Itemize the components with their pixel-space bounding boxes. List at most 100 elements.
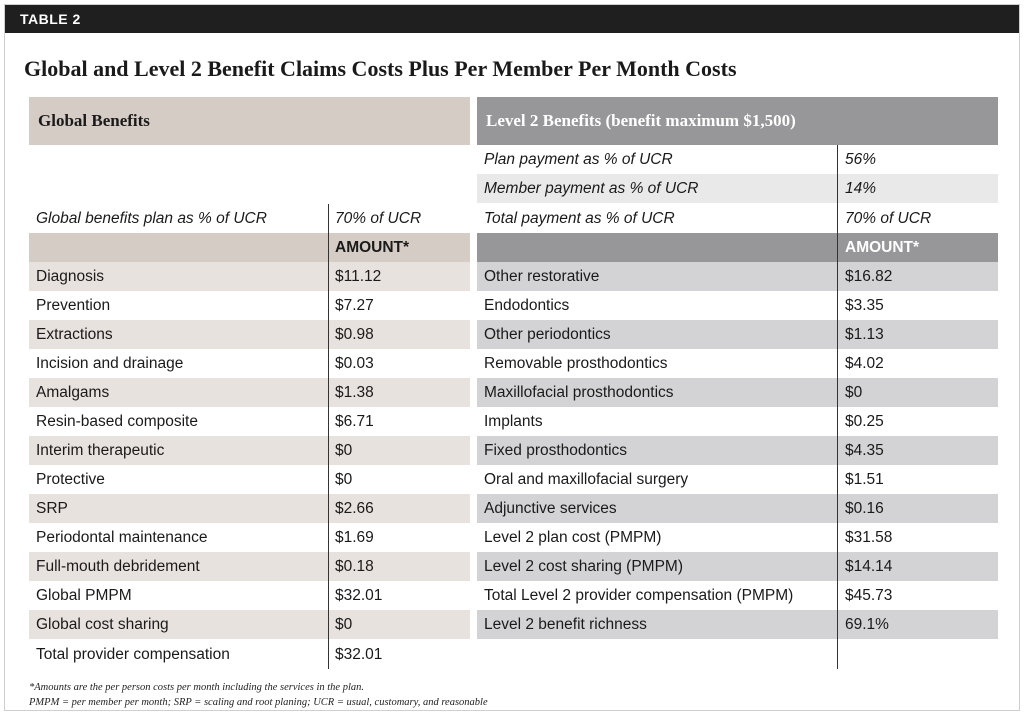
table-row: Other periodontics $1.13 [477,320,998,349]
row-label: Extractions [36,326,113,343]
row-label: Level 2 benefit richness [484,616,647,633]
row-value: $1.51 [845,471,884,488]
table-frame [4,4,1020,711]
row-value: $3.35 [845,297,884,314]
table-row: Resin-based composite $6.71 [29,407,470,436]
row-label: Resin-based composite [36,413,198,430]
right-plan-row: Plan payment as % of UCR 56% [477,145,998,174]
right-plan-label: Total payment as % of UCR [484,210,675,227]
table-row: Oral and maxillofacial surgery $1.51 [477,465,998,494]
row-label: Total provider compensation [36,646,230,663]
table-row: Level 2 cost sharing (PMPM) $14.14 [477,552,998,581]
left-amount-header-row: AMOUNT* [29,233,470,262]
row-value: $1.13 [845,326,884,343]
row-value: $0.16 [845,500,884,517]
row-value: $0.03 [335,355,374,372]
row-value: $14.14 [845,558,893,575]
row-value: $32.01 [335,587,383,604]
table-row: Protective $0 [29,465,470,494]
row-label: Level 2 plan cost (PMPM) [484,529,662,546]
right-plan-value: 56% [845,151,877,168]
table-row: Fixed prosthodontics $4.35 [477,436,998,465]
table-row: Interim therapeutic $0 [29,436,470,465]
table-row: Incision and drainage $0.03 [29,349,470,378]
row-label: Level 2 cost sharing (PMPM) [484,558,683,575]
row-value: $0 [845,384,863,401]
row-label: Maxillofacial prosthodontics [484,384,674,401]
right-amount-header-row: AMOUNT* [477,233,998,262]
table-row: Implants $0.25 [477,407,998,436]
row-label: Total Level 2 provider compensation (PMP… [484,587,794,604]
table-row: Level 2 benefit richness 69.1% [477,610,998,639]
left-column-divider [328,204,329,669]
row-value: $0.25 [845,413,884,430]
row-value: $31.58 [845,529,893,546]
table-row: SRP $2.66 [29,494,470,523]
row-label: Implants [484,413,543,430]
row-label: Endodontics [484,297,570,314]
table-row: Other restorative $16.82 [477,262,998,291]
right-plan-row: Total payment as % of UCR 70% of UCR [477,204,998,233]
right-plan-value: 14% [845,180,877,197]
table-row: Full-mouth debridement $0.18 [29,552,470,581]
row-label: Incision and drainage [36,355,184,372]
right-column-divider [837,145,838,669]
row-label: Adjunctive services [484,500,617,517]
row-label: Other restorative [484,268,600,285]
row-label: Fixed prosthodontics [484,442,628,459]
table-row: Total provider compensation $32.01 [29,640,470,669]
row-value: $7.27 [335,297,374,314]
row-value: $2.66 [335,500,374,517]
left-plan-value: 70% of UCR [335,210,422,227]
right-amount-header: AMOUNT* [845,239,920,256]
table-title: Global and Level 2 Benefit Claims Costs … [24,56,737,81]
table-row: Global PMPM $32.01 [29,581,470,610]
footnote-abbreviations: PMPM = per member per month; SRP = scali… [29,697,488,708]
row-value: $16.82 [845,268,893,285]
right-plan-label: Member payment as % of UCR [484,180,699,197]
table-row: Removable prosthodontics $4.02 [477,349,998,378]
table-row: Global cost sharing $0 [29,610,470,639]
row-value: $0.98 [335,326,374,343]
row-value: $0.18 [335,558,374,575]
row-value: $1.38 [335,384,374,401]
table-row: Endodontics $3.35 [477,291,998,320]
table-row: Prevention $7.27 [29,291,470,320]
table-row: Periodontal maintenance $1.69 [29,523,470,552]
row-label: Prevention [36,297,111,314]
right-plan-value: 70% of UCR [845,210,932,227]
row-value: $1.69 [335,529,374,546]
left-amount-header: AMOUNT* [335,239,410,256]
row-label: Protective [36,471,105,488]
row-value: $45.73 [845,587,893,604]
row-value: $32.01 [335,646,383,663]
row-value: $0 [335,471,353,488]
row-label: SRP [36,500,68,517]
row-label: Global PMPM [36,587,132,604]
left-plan-row: Global benefits plan as % of UCR 70% of … [29,204,470,233]
row-label: Removable prosthodontics [484,355,668,372]
global-benefits-header: Global Benefits [29,97,470,145]
row-value: $4.35 [845,442,884,459]
row-label: Interim therapeutic [36,442,165,459]
row-value: 69.1% [845,616,889,633]
row-label: Full-mouth debridement [36,558,200,575]
table-tag: TABLE 2 [5,5,1019,33]
row-label: Other periodontics [484,326,611,343]
row-value: $0 [335,442,353,459]
footnote-amounts: *Amounts are the per person costs per mo… [29,682,364,693]
row-label: Diagnosis [36,268,105,285]
left-plan-label: Global benefits plan as % of UCR [36,210,267,227]
table-row: Level 2 plan cost (PMPM) $31.58 [477,523,998,552]
row-label: Global cost sharing [36,616,169,633]
right-plan-row: Member payment as % of UCR 14% [477,174,998,203]
level2-benefits-header: Level 2 Benefits (benefit maximum $1,500… [477,97,998,145]
row-label: Oral and maxillofacial surgery [484,471,689,488]
row-label: Periodontal maintenance [36,529,208,546]
row-value: $11.12 [335,268,382,285]
row-value: $0 [335,616,353,633]
table-row: Amalgams $1.38 [29,378,470,407]
row-value: $4.02 [845,355,884,372]
table-row: Adjunctive services $0.16 [477,494,998,523]
table-row: Diagnosis $11.12 [29,262,470,291]
